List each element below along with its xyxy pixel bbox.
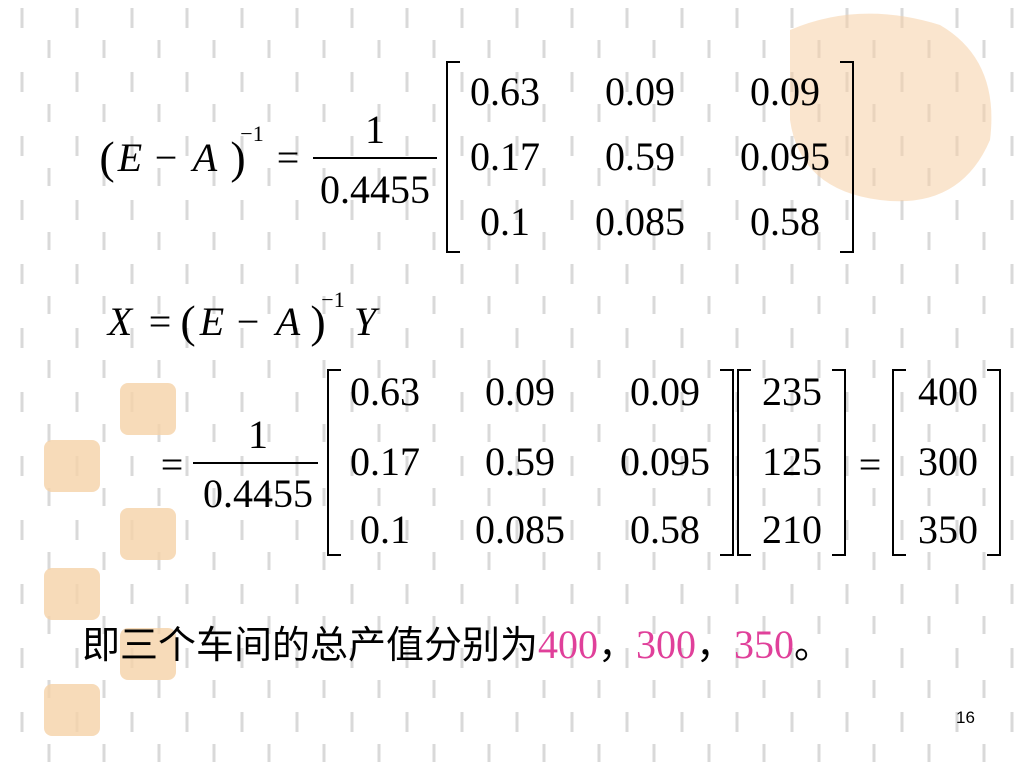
math-text: A (192, 135, 218, 180)
math-text: −1 (321, 287, 345, 312)
math-text: E (199, 299, 225, 344)
math-text: = (148, 299, 172, 344)
math-text: E (117, 135, 143, 180)
math-text: 1 (365, 107, 385, 152)
separator: ， (696, 623, 735, 667)
math-text: ( (180, 296, 196, 347)
math-line (327, 369, 341, 556)
matrix-entry: 0.1 (480, 199, 530, 244)
result-entry: 300 (918, 439, 978, 484)
math-text: X (107, 299, 133, 344)
result-entry: 400 (918, 369, 978, 414)
math-line (737, 369, 751, 556)
math-text: − (154, 135, 178, 180)
math-text: 0.4455 (320, 167, 430, 212)
math-text: 1 (248, 412, 268, 457)
matrix-entry: 0.59 (485, 439, 555, 484)
separator: ， (598, 623, 637, 667)
matrix-entry: 0.09 (485, 369, 555, 414)
math-line (446, 61, 460, 253)
math-line (892, 369, 906, 556)
end-mark: 。 (794, 623, 833, 667)
vector-entry: 210 (762, 507, 822, 552)
matrix-entry: 0.085 (595, 199, 685, 244)
value: 350 (734, 622, 795, 667)
page-number: 16 (956, 708, 975, 727)
watermarks (44, 13, 992, 736)
math-line (987, 369, 1001, 556)
matrix-entry: 0.09 (630, 369, 700, 414)
matrix-entry: 0.09 (605, 69, 675, 114)
matrix-entry: 0.58 (750, 199, 820, 244)
math-text: = (276, 135, 300, 180)
matrix-entry: 0.63 (350, 369, 420, 414)
math-text: = (160, 442, 184, 487)
value: 400 (538, 622, 599, 667)
matrix-entry: 0.09 (750, 69, 820, 114)
matrix-entry: 0.59 (605, 134, 675, 179)
matrix-entry: 0.1 (360, 507, 410, 552)
conclusion-text: 即三个车间的总产值分别为 (82, 623, 539, 667)
vector-entry: 235 (762, 369, 822, 414)
matrix-entry: 0.63 (470, 69, 540, 114)
math-text: A (275, 299, 301, 344)
math-text: Y (353, 299, 377, 344)
matrix-entry: 0.095 (740, 134, 830, 179)
matrix-entry: 0.58 (630, 507, 700, 552)
matrix-entry: 0.085 (475, 507, 565, 552)
math-line (832, 369, 846, 556)
value: 300 (636, 622, 697, 667)
math-text: ) (310, 296, 326, 347)
math-text: − (236, 299, 260, 344)
math-text: ( (99, 132, 115, 183)
math-line (840, 61, 854, 253)
math-text: ) (230, 132, 246, 183)
matrix-entry: 0.17 (350, 439, 420, 484)
math-text: 0.4455 (203, 471, 313, 516)
matrix-entry: 0.17 (470, 134, 540, 179)
result-entry: 350 (918, 507, 978, 552)
conclusion: 即三个车间的总产值分别为400，300，350。 (82, 614, 832, 669)
math-text: −1 (240, 121, 264, 146)
vector-entry: 125 (762, 439, 822, 484)
math-text: = (858, 442, 882, 487)
matrix-entry: 0.095 (620, 439, 710, 484)
math-line (720, 369, 734, 556)
